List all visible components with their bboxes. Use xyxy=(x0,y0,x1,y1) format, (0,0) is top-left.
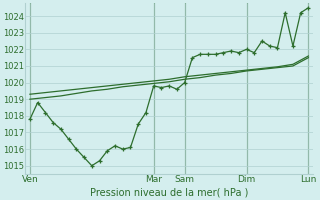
X-axis label: Pression niveau de la mer( hPa ): Pression niveau de la mer( hPa ) xyxy=(90,187,248,197)
